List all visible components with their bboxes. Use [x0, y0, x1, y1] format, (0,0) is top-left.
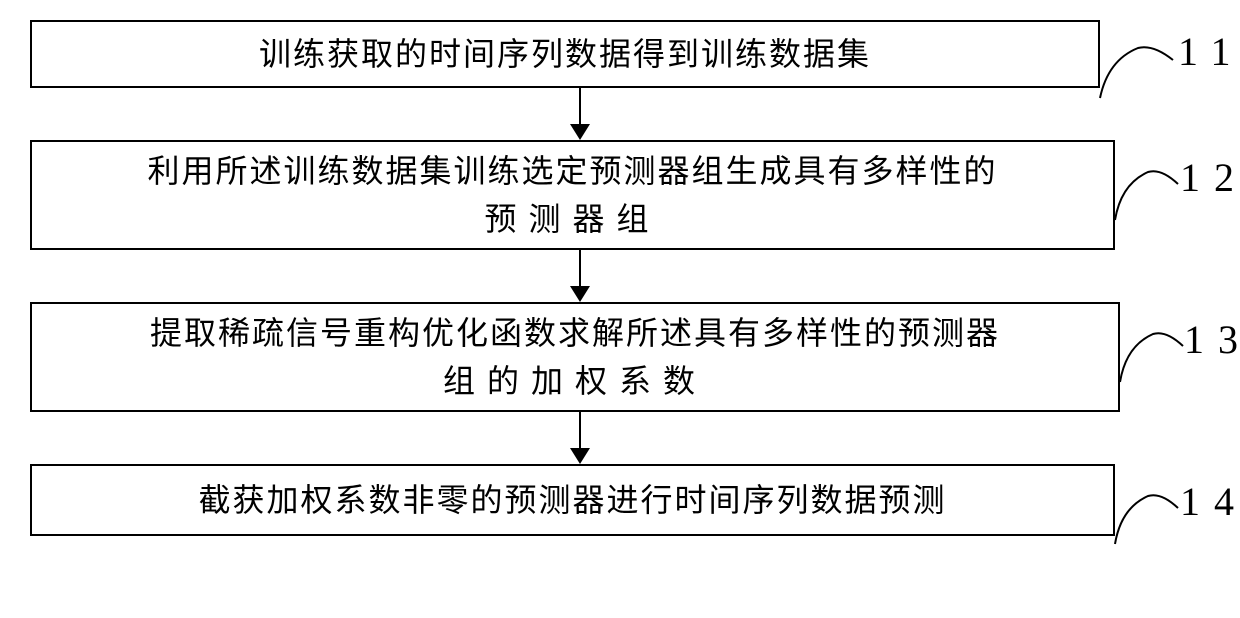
- arrow-3: [30, 412, 1130, 464]
- flow-step-1: 训练获取的时间序列数据得到训练数据集: [30, 20, 1100, 88]
- arrow-line: [579, 88, 581, 126]
- step-label-2: 12: [1180, 154, 1240, 201]
- label-connector-4: [1113, 488, 1183, 548]
- flow-step-4: 截获加权系数非零的预测器进行时间序列数据预测: [30, 464, 1115, 536]
- arrow-head: [570, 286, 590, 302]
- flow-step-3-text-line1: 提取稀疏信号重构优化函数求解所述具有多样性的预测器: [150, 309, 1000, 357]
- flow-step-3-text-line2: 组的加权系数: [443, 357, 707, 405]
- arrow-1: [30, 88, 1130, 140]
- arrow-line: [579, 250, 581, 288]
- arrow-head: [570, 448, 590, 464]
- arrow-line: [579, 412, 581, 450]
- flow-step-3: 提取稀疏信号重构优化函数求解所述具有多样性的预测器 组的加权系数: [30, 302, 1120, 412]
- step-label-4: 14: [1180, 478, 1240, 525]
- flow-step-3-content: 提取稀疏信号重构优化函数求解所述具有多样性的预测器 组的加权系数: [150, 309, 1000, 405]
- arrow-head: [570, 124, 590, 140]
- label-connector-3: [1118, 326, 1188, 386]
- flowchart-container: 训练获取的时间序列数据得到训练数据集 11 利用所述训练数据集训练选定预测器组生…: [0, 20, 1240, 536]
- step-label-1: 11: [1178, 28, 1240, 75]
- flow-step-2-content: 利用所述训练数据集训练选定预测器组生成具有多样性的 预测器组: [147, 147, 997, 243]
- flow-step-2-text-line2: 预测器组: [484, 195, 660, 243]
- flow-step-4-text: 截获加权系数非零的预测器进行时间序列数据预测: [198, 476, 946, 524]
- flow-step-2: 利用所述训练数据集训练选定预测器组生成具有多样性的 预测器组: [30, 140, 1115, 250]
- flow-step-2-text-line1: 利用所述训练数据集训练选定预测器组生成具有多样性的: [147, 147, 997, 195]
- flow-step-1-text: 训练获取的时间序列数据得到训练数据集: [259, 30, 871, 78]
- step-label-3: 13: [1184, 316, 1240, 363]
- label-connector-2: [1113, 164, 1183, 224]
- arrow-2: [30, 250, 1130, 302]
